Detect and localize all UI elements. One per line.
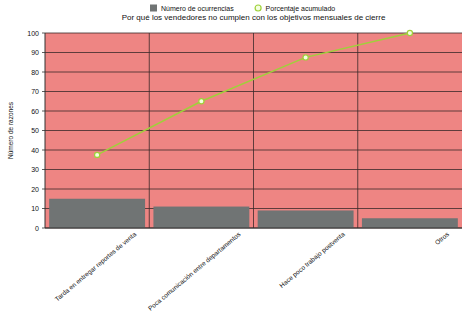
y-axis (45, 33, 46, 228)
chart-svg: 0 10 20 30 40 50 60 70 80 90 100 Tarda en entregar … (0, 0, 474, 321)
bar (362, 218, 458, 228)
line-marker (199, 99, 204, 104)
bar (153, 207, 249, 228)
y-tick-label: 20 (31, 186, 39, 193)
grid-line-vertical (149, 33, 150, 228)
line-marker (407, 30, 412, 35)
plot-background (45, 33, 462, 228)
x-tick-label: Tarda en entregar reportes de venta (53, 230, 138, 303)
x-tick-label: Otros (433, 230, 450, 246)
line (97, 33, 410, 155)
x-tick-label: Poca comunicación entre departamentos (147, 230, 243, 313)
marks (49, 30, 458, 228)
x-tick-label: Hace poco trabajo postventa (278, 230, 347, 290)
legend-swatch (150, 5, 157, 12)
y-tick-label: 10 (31, 205, 39, 212)
y-tick-label: 70 (31, 88, 39, 95)
grid-line-vertical (253, 33, 254, 228)
title: Por qué los vendedores no cumplen con lo… (122, 13, 386, 22)
line-marker (95, 152, 100, 157)
legend-label: Porcentaje acumulado (266, 5, 336, 13)
y-tick-label: 100 (27, 30, 39, 37)
y-tick-label: 0 (35, 225, 39, 232)
legend-label: Número de ocurrencias (161, 5, 234, 12)
y-tick-label: 30 (31, 166, 39, 173)
bar (258, 210, 354, 228)
y-tick-label: 90 (31, 49, 39, 56)
legend-swatch (255, 5, 261, 11)
y-tick-label: 80 (31, 69, 39, 76)
y-tick-label: 60 (31, 108, 39, 115)
y-axis-label: Número de razones (7, 101, 14, 159)
chart-container: 0 10 20 30 40 50 60 70 80 90 100 Tarda en entregar … (0, 0, 474, 321)
bar (49, 199, 145, 228)
grid-line (45, 228, 462, 229)
y-tick-label: 50 (31, 127, 39, 134)
grid-line-vertical (357, 33, 358, 228)
x-axis (45, 228, 462, 229)
y-tick-label: 40 (31, 147, 39, 154)
line-marker (303, 55, 308, 60)
